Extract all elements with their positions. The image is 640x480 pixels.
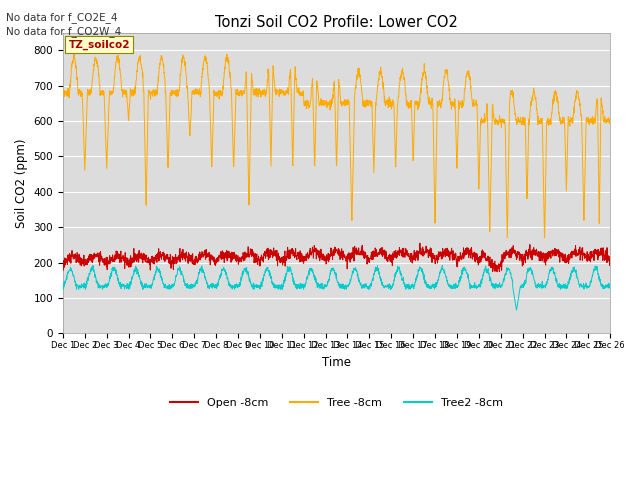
Y-axis label: Soil CO2 (ppm): Soil CO2 (ppm) bbox=[15, 138, 28, 228]
Text: No data for f_CO2E_4: No data for f_CO2E_4 bbox=[6, 12, 118, 23]
Text: No data for f_CO2W_4: No data for f_CO2W_4 bbox=[6, 26, 122, 37]
X-axis label: Time: Time bbox=[322, 356, 351, 369]
Title: Tonzi Soil CO2 Profile: Lower CO2: Tonzi Soil CO2 Profile: Lower CO2 bbox=[215, 15, 458, 30]
Text: TZ_soilco2: TZ_soilco2 bbox=[68, 40, 130, 50]
Legend: Open -8cm, Tree -8cm, Tree2 -8cm: Open -8cm, Tree -8cm, Tree2 -8cm bbox=[166, 393, 508, 412]
